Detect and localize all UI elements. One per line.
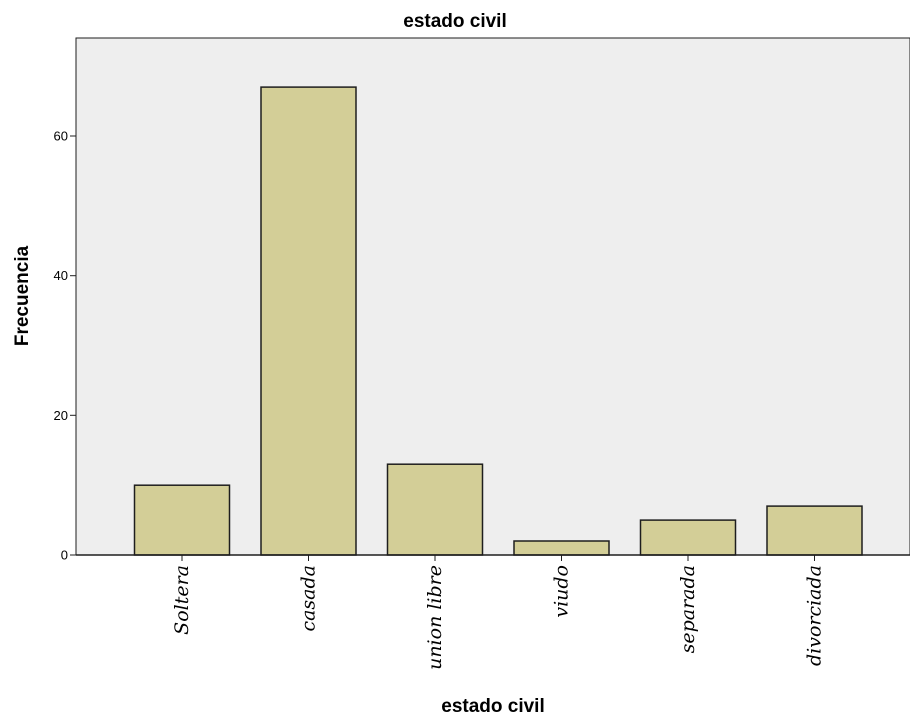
bar-viudo (513, 540, 610, 556)
x-tick-label-separada: separada (677, 565, 699, 653)
x-tick-label-viudo: viudo (551, 565, 573, 618)
x-tick-label-divorciada: divorciada (804, 565, 826, 666)
bar-casada (260, 86, 357, 556)
plot-area (75, 37, 910, 556)
axes (75, 38, 910, 556)
y-axis-title: Frecuencia (12, 245, 33, 346)
y-ticks: 0 20 40 60 (54, 129, 76, 563)
y-tick-label-20: 20 (54, 408, 68, 423)
y-tick-label-0: 0 (61, 548, 68, 563)
bar-separada (639, 519, 737, 556)
bar-soltera (133, 484, 231, 556)
x-tick-label-union-libre: union libre (424, 565, 446, 670)
chart-title: estado civil (403, 11, 507, 32)
bars (133, 86, 863, 556)
x-axis-title: estado civil (441, 696, 545, 717)
y-tick-label-60: 60 (54, 129, 68, 144)
y-tick-label-40: 40 (54, 268, 68, 283)
x-tick-label-soltera: Soltera (171, 565, 193, 635)
bar-divorciada (766, 505, 863, 556)
x-tick-label-casada: casada (298, 565, 320, 632)
bar-union-libre (386, 463, 484, 556)
x-category-labels: Soltera casada union libre viudo separada div… (171, 555, 826, 670)
